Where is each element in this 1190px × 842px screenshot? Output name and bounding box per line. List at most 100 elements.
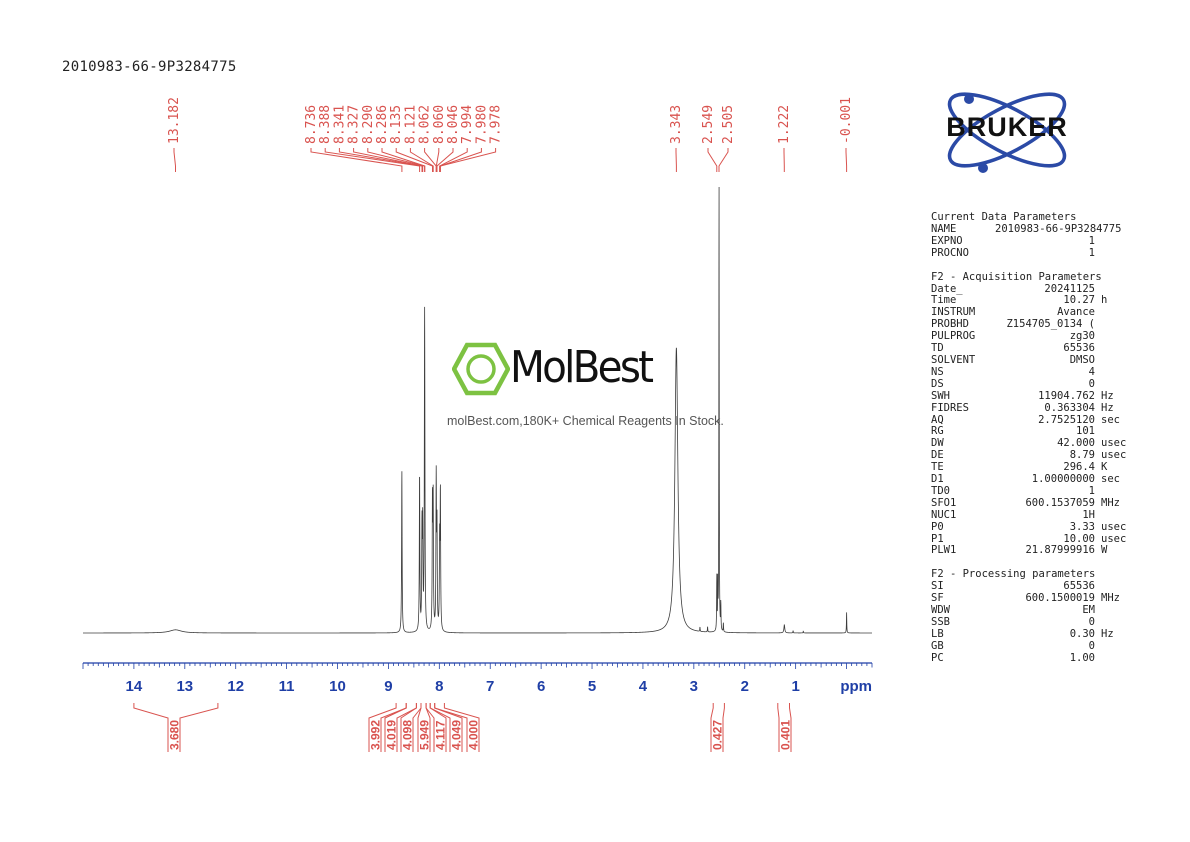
- peak-label: 8.388: [318, 105, 333, 144]
- param-unit: [1095, 641, 1101, 653]
- peak-label: 8.327: [347, 105, 362, 144]
- param-row-p0: P0 3.33 usec: [931, 520, 1127, 534]
- param-unit: usec: [1101, 520, 1127, 533]
- param-key: Date_: [931, 282, 963, 295]
- peak-label: 8.135: [389, 105, 404, 144]
- param-row-time: Time 10.27 h: [931, 295, 1126, 307]
- peak-label: 8.341: [332, 105, 347, 144]
- param-row-dw: DW 42.000 usec: [931, 437, 1127, 450]
- peak-connector: [718, 148, 729, 172]
- x-tick-label: 3: [690, 678, 698, 695]
- param-key: DE: [931, 449, 944, 462]
- param-value: 0: [1088, 616, 1095, 628]
- peak-label: 13.182: [167, 97, 182, 144]
- peak-connector: [439, 148, 468, 172]
- x-tick-label: 12: [227, 678, 244, 695]
- param-unit: [1095, 653, 1101, 665]
- param-unit: [1095, 343, 1101, 355]
- parameters-panel: Current Data Parameters NAME 2010983-66-9…: [931, 211, 1127, 665]
- param-unit: usec: [1101, 437, 1127, 450]
- param-key: RG: [931, 425, 944, 438]
- param-key: TD0: [931, 484, 950, 497]
- peak-label: 8.736: [304, 105, 319, 144]
- param-value: 65536: [1063, 580, 1095, 593]
- peak-label: 8.290: [361, 105, 376, 144]
- peak-label: 8.121: [403, 105, 418, 144]
- param-unit: h: [1101, 294, 1108, 307]
- param-unit: Hz: [1101, 627, 1114, 640]
- param-row-fidres: FIDRES 0.363304 Hz: [931, 402, 1126, 415]
- integral-value: 3.680: [168, 720, 182, 750]
- x-tick-label: 9: [384, 678, 392, 695]
- param-value: 1.00000000: [1031, 473, 1095, 486]
- param-key: INSTRUM: [931, 306, 976, 319]
- param-unit: K: [1101, 461, 1108, 474]
- param-key: DS: [931, 377, 944, 390]
- param-unit: [1095, 307, 1101, 319]
- integral-value: 4.117: [434, 720, 448, 750]
- integral-value: 4.098: [401, 720, 415, 750]
- param-key: NUC1: [931, 508, 957, 521]
- param-key: D1: [931, 473, 944, 486]
- param-unit: MHz: [1101, 592, 1120, 605]
- integral-bracket: [777, 703, 792, 752]
- param-row-plw1: PLW1 21.87999916 W: [931, 545, 1126, 557]
- param-value: Avance: [1057, 306, 1095, 319]
- current-params-title: Current Data Parameters: [931, 211, 1077, 223]
- param-value: DMSO: [1069, 353, 1095, 366]
- peak-connector: [324, 148, 421, 172]
- param-value: EM: [1082, 604, 1095, 617]
- bruker-logo: [947, 92, 1067, 173]
- peak-connector: [338, 148, 423, 172]
- acquisition-params-title: F2 - Acquisition Parameters: [931, 270, 1102, 283]
- param-row-de: DE 8.79 usec: [931, 449, 1126, 462]
- param-value: 0.30: [1069, 627, 1095, 640]
- x-tick-label: 13: [176, 678, 193, 695]
- molbest-tagline: molBest.com,180K+ Chemical Reagents In S…: [447, 414, 724, 428]
- integrals: 3.680 3.992 4.019 4.098 5.949 4.117 4.049 4.000…: [133, 703, 793, 752]
- peak-connector: [310, 148, 403, 172]
- param-key: NAME: [931, 222, 957, 235]
- param-unit: sec: [1101, 473, 1120, 486]
- param-row-solvent: SOLVENT DMSO: [931, 353, 1126, 367]
- param-row-td0: TD0 1: [931, 484, 1126, 498]
- param-row-sfo1: SFO1 600.1537059 MHz: [931, 496, 1126, 510]
- param-key: LB: [931, 627, 944, 640]
- peak-label: 8.060: [432, 105, 447, 144]
- peak-label: 2.549: [701, 105, 716, 144]
- param-key: NS: [931, 365, 944, 378]
- param-unit: [1095, 510, 1101, 522]
- peak-connector: [409, 148, 434, 172]
- param-row-te: TE 296.4 K: [931, 461, 1126, 474]
- param-value: 4: [1088, 365, 1095, 378]
- param-value: 0: [1088, 377, 1095, 390]
- x-tick-label: 10: [329, 678, 346, 695]
- x-axis: 14 13 12 11 10 9 8 7 6 5 4 3 2 1 ppm: [82, 662, 873, 695]
- x-axis-label: ppm: [840, 678, 872, 695]
- param-unit: [1095, 236, 1101, 248]
- param-key: EXPNO: [931, 234, 963, 247]
- param-row-td: TD 65536: [931, 342, 1126, 355]
- param-key: WDW: [931, 604, 950, 617]
- param-value: 65536: [1063, 342, 1095, 355]
- integral-bracket: [434, 703, 480, 752]
- param-row-ns: NS 4: [931, 365, 1126, 379]
- param-unit: W: [1101, 544, 1108, 557]
- param-unit: MHz: [1101, 496, 1120, 509]
- param-key: PULPROG: [931, 330, 976, 343]
- peak-connector: [439, 148, 497, 172]
- peak-label: 1.222: [777, 105, 792, 144]
- param-unit: [1095, 224, 1101, 236]
- param-row-probhd: PROBHD Z154705_0134 (: [931, 318, 1126, 331]
- param-row-rg: RG 101: [931, 426, 1126, 438]
- param-row-ds: DS 0: [931, 377, 1126, 391]
- param-value: 11904.762: [1038, 389, 1095, 402]
- param-key: PROCNO: [931, 246, 969, 259]
- bruker-electron-b: [978, 163, 988, 173]
- peak-connector: [381, 148, 426, 172]
- peak-connector: [436, 148, 454, 172]
- integral-bracket: [133, 703, 219, 752]
- param-row-expno: EXPNO 1: [931, 234, 1126, 248]
- param-value: 1: [1088, 234, 1095, 247]
